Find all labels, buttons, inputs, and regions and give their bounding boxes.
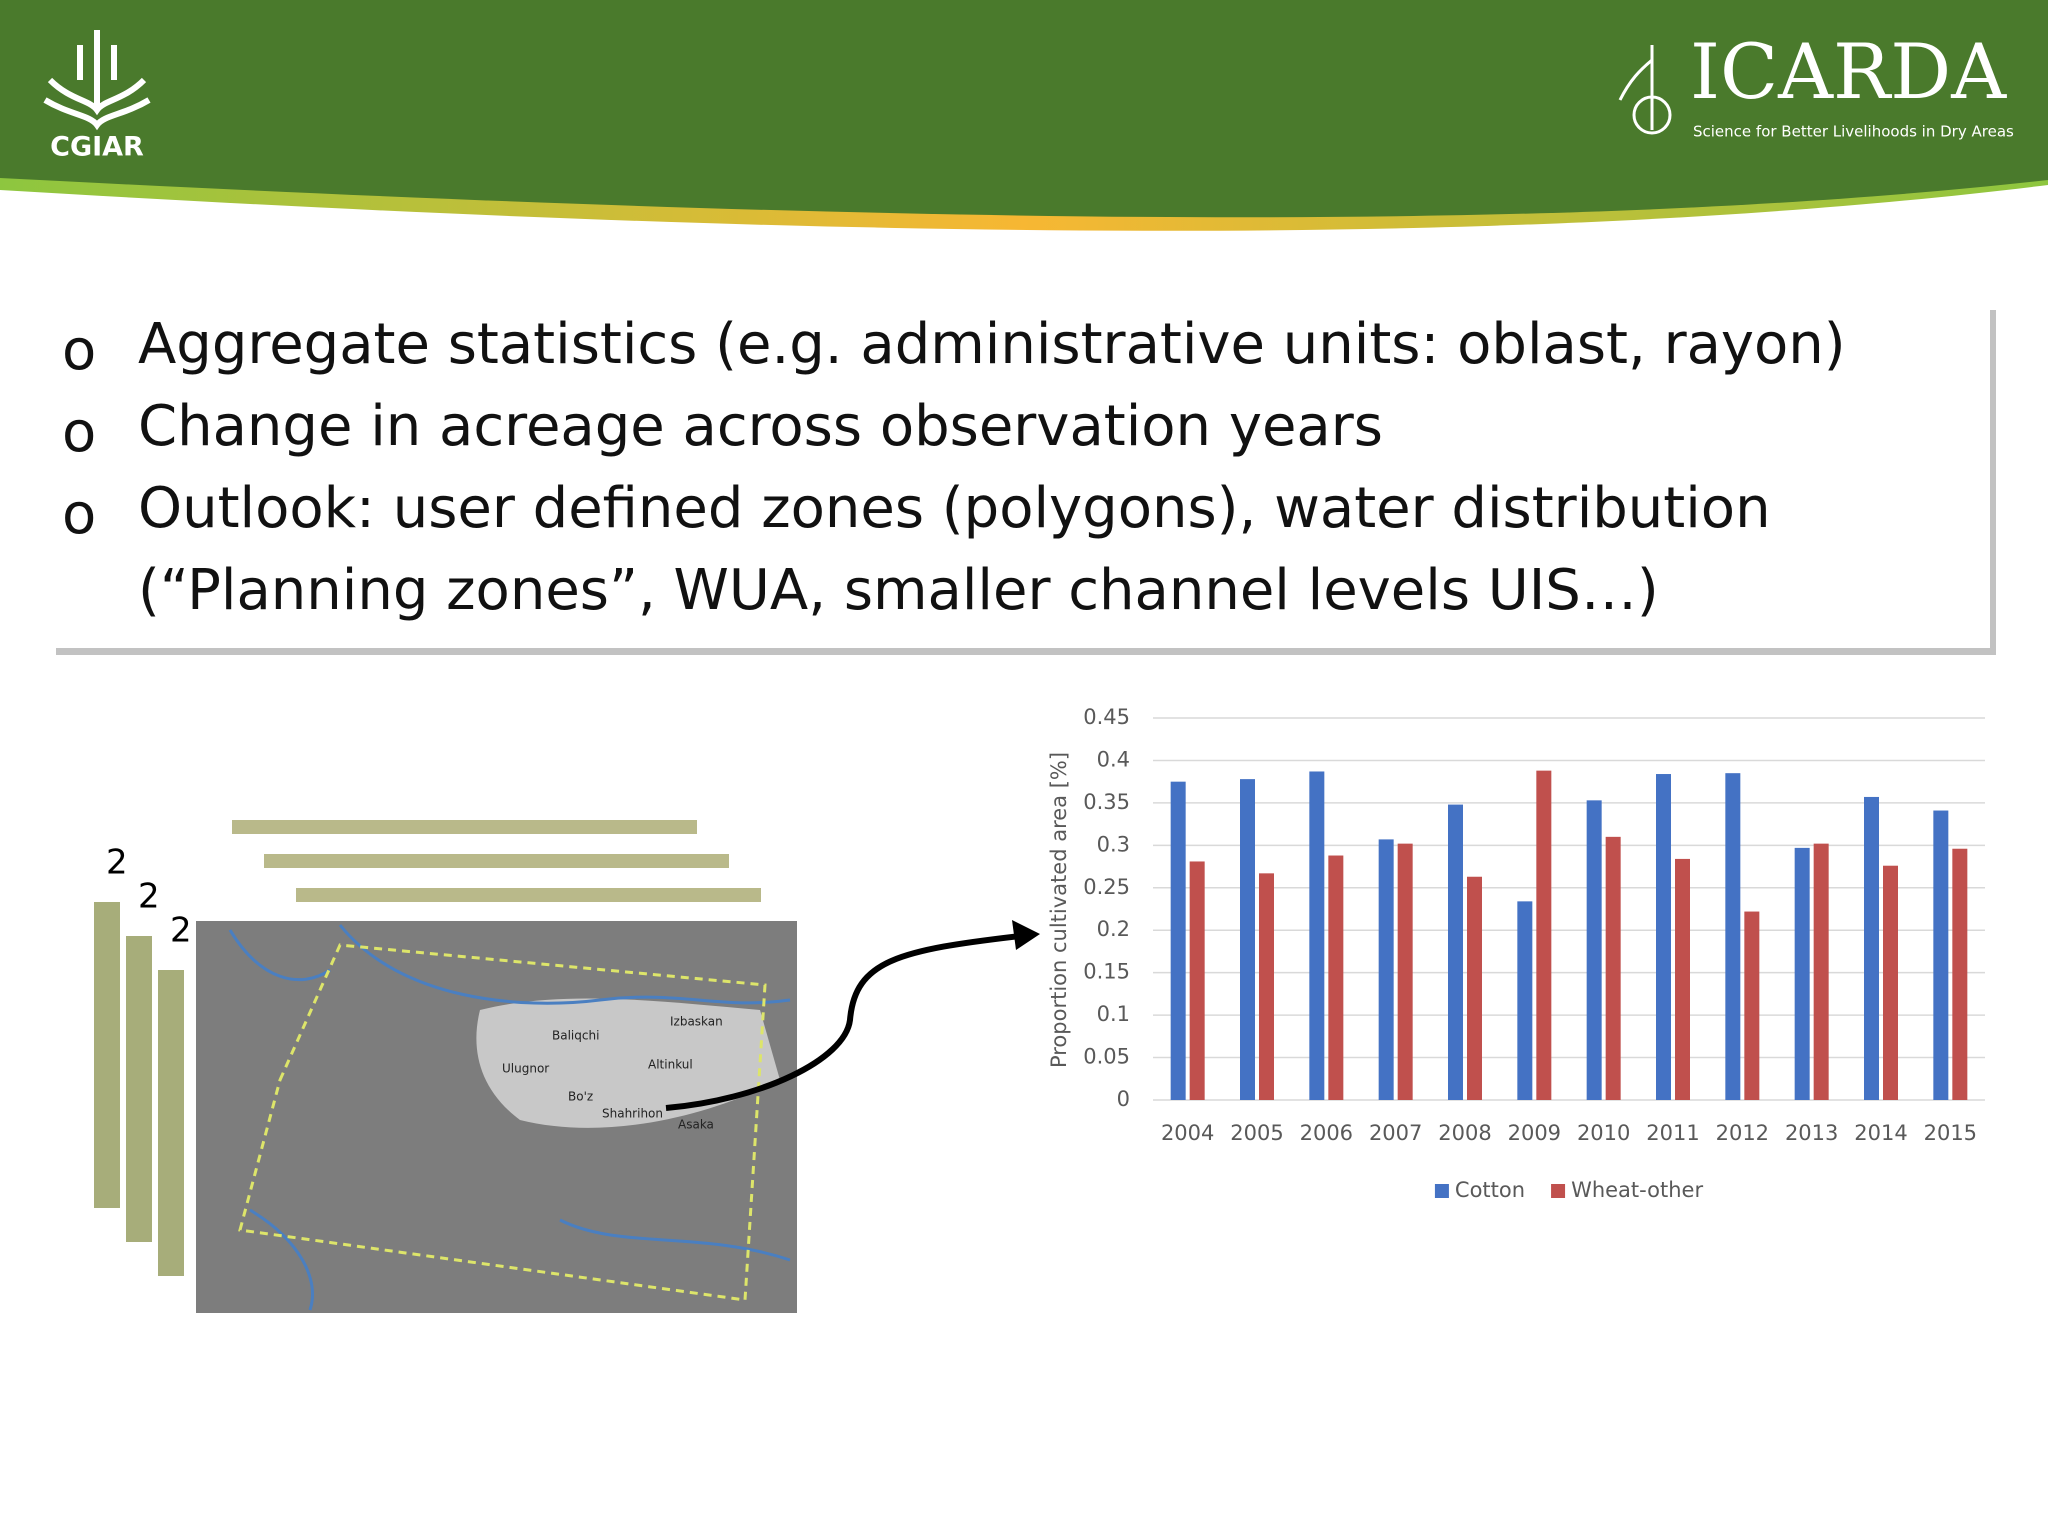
- cgiar-logo: [43, 30, 151, 131]
- y-tick-label: 0: [1117, 1087, 1130, 1111]
- bullet-marker: o: [62, 318, 96, 383]
- y-tick-label: 0.3: [1097, 832, 1130, 856]
- bar: [1536, 770, 1552, 1100]
- cgiar-text: CGIAR: [50, 132, 144, 163]
- bar: [1883, 865, 1898, 1100]
- x-tick-label: 2010: [1577, 1121, 1630, 1145]
- icarda-emblem: [1618, 45, 1672, 135]
- map-rivers: [228, 924, 791, 1311]
- x-tick-label: 2008: [1438, 1121, 1491, 1145]
- y-tick-label: 0.15: [1083, 960, 1130, 984]
- map-area: [476, 998, 780, 1128]
- y-tick-label: 0.35: [1083, 790, 1130, 814]
- bar: [1744, 911, 1760, 1100]
- x-tick-label: 2009: [1508, 1121, 1561, 1145]
- bar: [1240, 779, 1255, 1100]
- bar: [1952, 848, 1968, 1100]
- image-edge: [126, 936, 152, 1242]
- x-tick-label: 2014: [1854, 1121, 1907, 1145]
- bar: [1864, 796, 1879, 1100]
- y-axis-label: Proportion cultivated area [%]: [1047, 752, 1071, 1068]
- x-tick-label: 2013: [1785, 1121, 1838, 1145]
- x-tick-label: 2006: [1300, 1121, 1353, 1145]
- bar: [1605, 836, 1621, 1100]
- bar: [1813, 843, 1829, 1100]
- y-tick-label: 0.05: [1083, 1045, 1130, 1069]
- header-band: [0, 0, 2048, 218]
- map-label: Asaka: [678, 1118, 714, 1132]
- bar: [1517, 901, 1533, 1100]
- image-strip: [264, 854, 729, 868]
- x-tick-label: 2005: [1230, 1121, 1283, 1145]
- map-label: Bo'z: [568, 1090, 593, 1104]
- bar: [1794, 847, 1810, 1100]
- y-tick-label: 0.1: [1097, 1002, 1130, 1026]
- image-label: 2: [138, 877, 160, 917]
- chart: 0 0.05 0.1 0.15 0.2 0.25 0.3 0.35 0.4 0.45 Proport…: [1047, 705, 1985, 1202]
- image-label: 2: [106, 843, 128, 883]
- legend-swatch: [1434, 1184, 1449, 1198]
- legend-label: Wheat-other: [1571, 1178, 1703, 1202]
- arrow-head: [1012, 920, 1040, 950]
- map-label: Ulugnor: [502, 1062, 549, 1076]
- bar: [1189, 861, 1205, 1100]
- bullet-marker: o: [62, 400, 96, 465]
- image-strip: [296, 888, 761, 902]
- map-label: Shahrihon: [602, 1107, 663, 1121]
- icarda-text: ICARDA: [1690, 27, 2007, 116]
- y-tick-label: 0.45: [1083, 705, 1130, 729]
- legend: Cotton Wheat-other: [1434, 1178, 1703, 1202]
- x-tick-label: 2012: [1716, 1121, 1769, 1145]
- x-tick-label: 2004: [1161, 1121, 1214, 1145]
- bar: [1259, 873, 1274, 1100]
- x-tick-label: 2011: [1646, 1121, 1699, 1145]
- bullet-text: Outlook: user defined zones (polygons), …: [138, 476, 1771, 541]
- bar: [1309, 771, 1325, 1100]
- bar: [1397, 843, 1413, 1100]
- image-label: 2: [170, 911, 192, 951]
- map-label: Altinkul: [648, 1058, 693, 1072]
- map-zone: [238, 943, 767, 1302]
- bullet-text: Change in acreage across observation yea…: [138, 394, 1383, 459]
- bar: [1467, 876, 1482, 1100]
- arrow: [665, 933, 1021, 1111]
- x-tick-label: 2007: [1369, 1121, 1422, 1145]
- x-tick-label: 2015: [1924, 1121, 1977, 1145]
- icarda-tagline: Science for Better Livelihoods in Dry Ar…: [1693, 123, 2014, 141]
- bar: [1378, 839, 1394, 1100]
- bar: [1675, 858, 1690, 1100]
- y-tick-label: 0.4: [1097, 747, 1130, 771]
- bullet-marker: o: [62, 482, 96, 547]
- image-strip: [232, 820, 697, 834]
- bullet-list: o Aggregate statistics (e.g. administrati…: [62, 312, 1846, 623]
- bullet-text: Aggregate statistics (e.g. administrativ…: [138, 312, 1846, 377]
- y-tick-label: 0.2: [1097, 917, 1130, 941]
- legend-swatch: [1551, 1184, 1566, 1198]
- bar: [1656, 774, 1671, 1100]
- map-label: Baliqchi: [552, 1029, 599, 1043]
- bar: [1725, 773, 1741, 1100]
- y-tick-label: 0.25: [1083, 875, 1130, 899]
- bar: [1328, 855, 1344, 1100]
- bar: [1933, 810, 1949, 1100]
- textbox: [50, 304, 1990, 648]
- map-label: Izbaskan: [670, 1015, 723, 1029]
- image-edge: [158, 970, 184, 1276]
- bar: [1448, 804, 1463, 1100]
- legend-label: Cotton: [1455, 1178, 1525, 1202]
- bullet-text: (“Planning zones”, WUA, smaller channel …: [138, 558, 1659, 623]
- map-image: [196, 921, 797, 1313]
- bar: [1170, 781, 1186, 1100]
- image-edge: [94, 902, 120, 1208]
- bar: [1586, 800, 1602, 1100]
